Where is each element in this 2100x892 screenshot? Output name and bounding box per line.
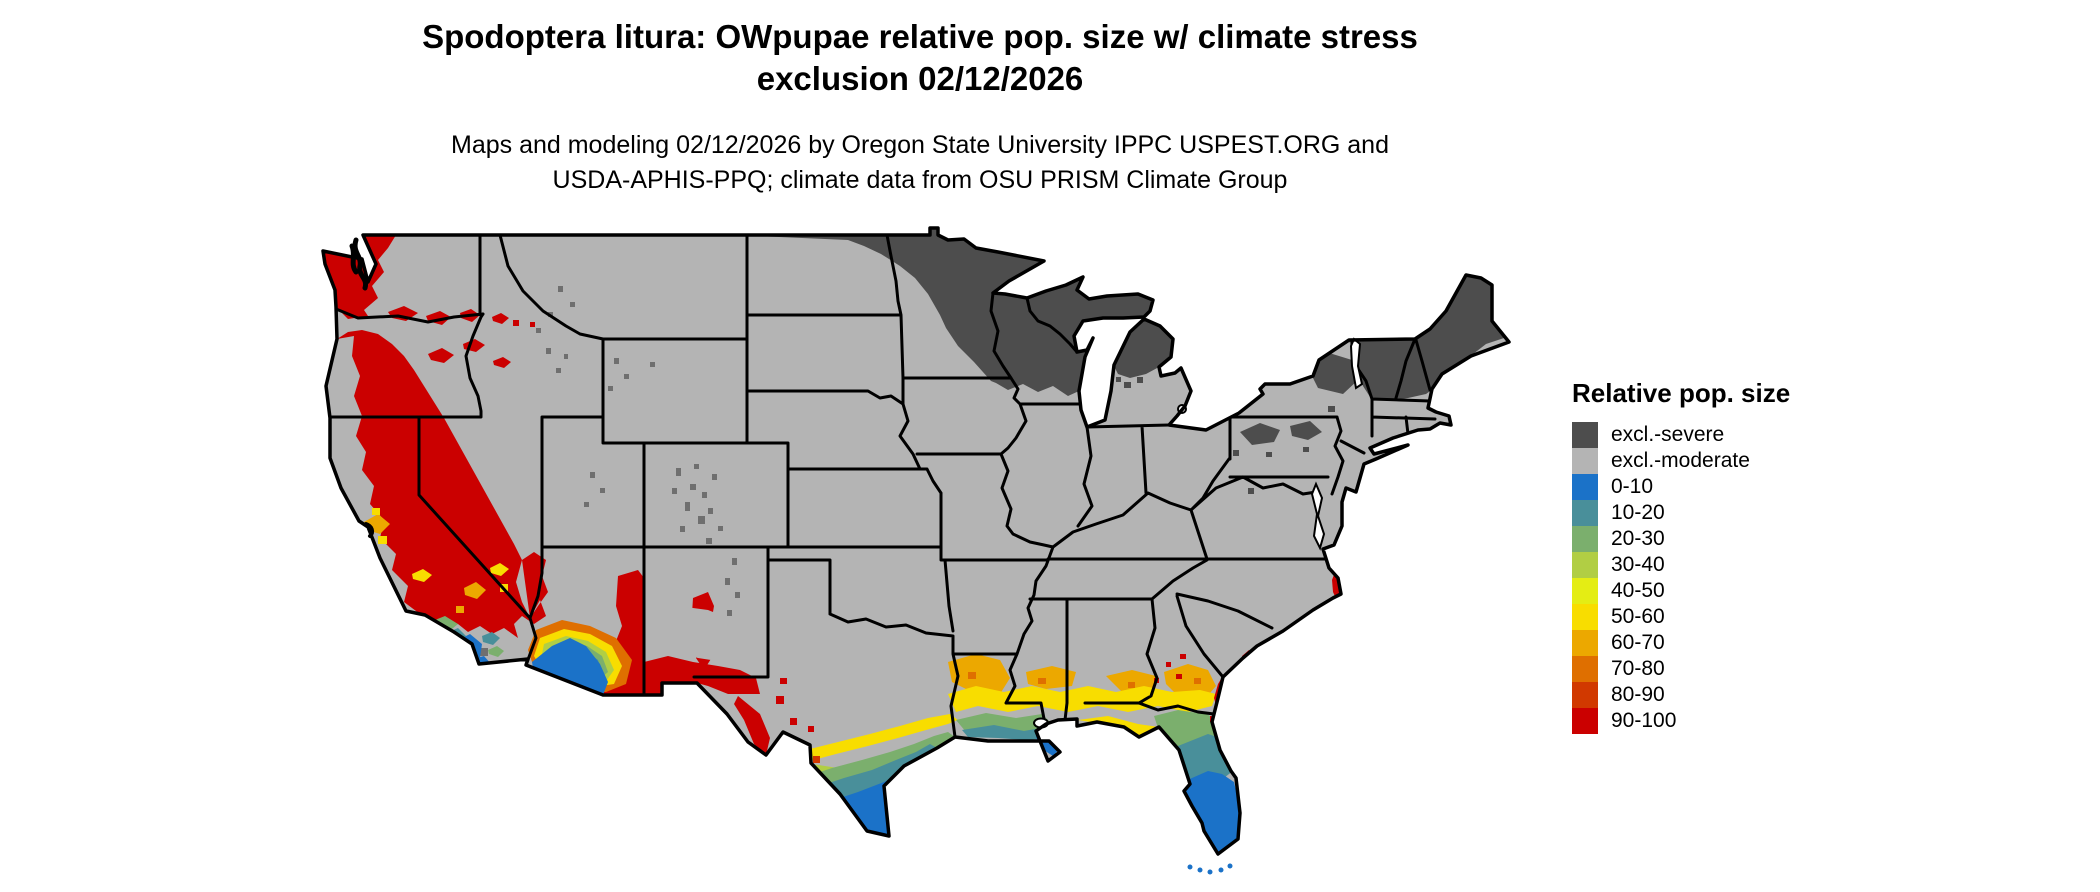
legend-swatch-60-70 xyxy=(1572,630,1598,656)
florida-keys-0-10 xyxy=(1187,863,1233,875)
region-texas-50-60-fringe xyxy=(778,714,958,768)
legend-label: 40-50 xyxy=(1611,579,1665,602)
chesapeake-bay xyxy=(1310,481,1326,551)
legend-label: 90-100 xyxy=(1611,709,1677,732)
puget-sound-detail xyxy=(349,237,369,291)
legend-item-40-50: 40-50 xyxy=(1572,578,1872,604)
legend-item-0-10: 0-10 xyxy=(1572,474,1872,500)
legend-item-50-60: 50-60 xyxy=(1572,604,1872,630)
title-line-2: exclusion 02/12/2026 xyxy=(756,60,1084,97)
state-borders xyxy=(328,233,1437,739)
legend-item-excl-moderate: excl.-moderate xyxy=(1572,448,1872,474)
legend-label: excl.-moderate xyxy=(1611,449,1750,472)
region-appalachian-pennsylvania-excluded-severe xyxy=(1233,406,1335,494)
legend-swatch-40-50 xyxy=(1572,578,1598,604)
region-gulf-10-20-band xyxy=(962,725,1051,740)
legend-swatch-10-20 xyxy=(1572,500,1598,526)
legend-swatch-20-30 xyxy=(1572,526,1598,552)
region-gulf-50-60-band xyxy=(948,686,1216,738)
page-title: Spodoptera litura: OWpupae relative pop.… xyxy=(0,16,1840,100)
title-line-1: Spodoptera litura: OWpupae relative pop.… xyxy=(422,18,1418,55)
map-legend: Relative pop. size excl.-severe excl.-mo… xyxy=(1572,378,1872,734)
conus-outline xyxy=(321,226,1511,856)
subtitle-line-2: USDA-APHIS-PPQ; climate data from OSU PR… xyxy=(552,166,1288,194)
legend-item-60-70: 60-70 xyxy=(1572,630,1872,656)
legend-item-90-100: 90-100 xyxy=(1572,708,1872,734)
legend-item-20-30: 20-30 xyxy=(1572,526,1872,552)
legend-label: 80-90 xyxy=(1611,683,1665,706)
region-north-central-excluded-severe xyxy=(733,228,1153,396)
region-southwest-arizona-0-10 xyxy=(426,638,608,751)
legend-label: 60-70 xyxy=(1611,631,1665,654)
legend-swatch-0-10 xyxy=(1572,474,1598,500)
san-francisco-bay-detail xyxy=(364,522,375,538)
region-socal-coast-20-30 xyxy=(430,616,504,657)
legend-swatch-70-80 xyxy=(1572,656,1598,682)
legend-swatch-80-90 xyxy=(1572,682,1598,708)
legend-label: 20-30 xyxy=(1611,527,1665,550)
legend-label: 70-80 xyxy=(1611,657,1665,680)
us-map xyxy=(308,226,1525,884)
region-california-interior-60-70-spots xyxy=(364,514,486,613)
legend-swatch-30-40 xyxy=(1572,552,1598,578)
legend-label: 0-10 xyxy=(1611,475,1654,498)
legend-item-80-90: 80-90 xyxy=(1572,682,1872,708)
region-florida-peninsula-0-10 xyxy=(1174,771,1240,854)
legend-item-30-40: 30-40 xyxy=(1572,552,1872,578)
legend-label: excl.-severe xyxy=(1611,423,1725,446)
legend-item-10-20: 10-20 xyxy=(1572,500,1872,526)
us-map-svg xyxy=(321,226,1511,875)
legend-label: 30-40 xyxy=(1611,553,1665,576)
legend-swatch-90-100 xyxy=(1572,708,1598,734)
region-west-nm-moderate-patch xyxy=(648,606,732,662)
legend-item-excl-severe: excl.-severe xyxy=(1572,422,1872,448)
legend-label: 10-20 xyxy=(1611,501,1665,524)
legend-swatch-excl-severe xyxy=(1572,422,1598,448)
legend-item-70-80: 70-80 xyxy=(1572,656,1872,682)
page-subtitle: Maps and modeling 02/12/2026 by Oregon S… xyxy=(0,128,1840,198)
legend-swatch-excl-moderate xyxy=(1572,448,1598,474)
legend-title: Relative pop. size xyxy=(1572,378,1791,408)
subtitle-line-1: Maps and modeling 02/12/2026 by Oregon S… xyxy=(451,131,1389,159)
lake-champlain xyxy=(1349,337,1364,390)
legend-label: 50-60 xyxy=(1611,605,1665,628)
legend-swatch-50-60 xyxy=(1572,604,1598,630)
